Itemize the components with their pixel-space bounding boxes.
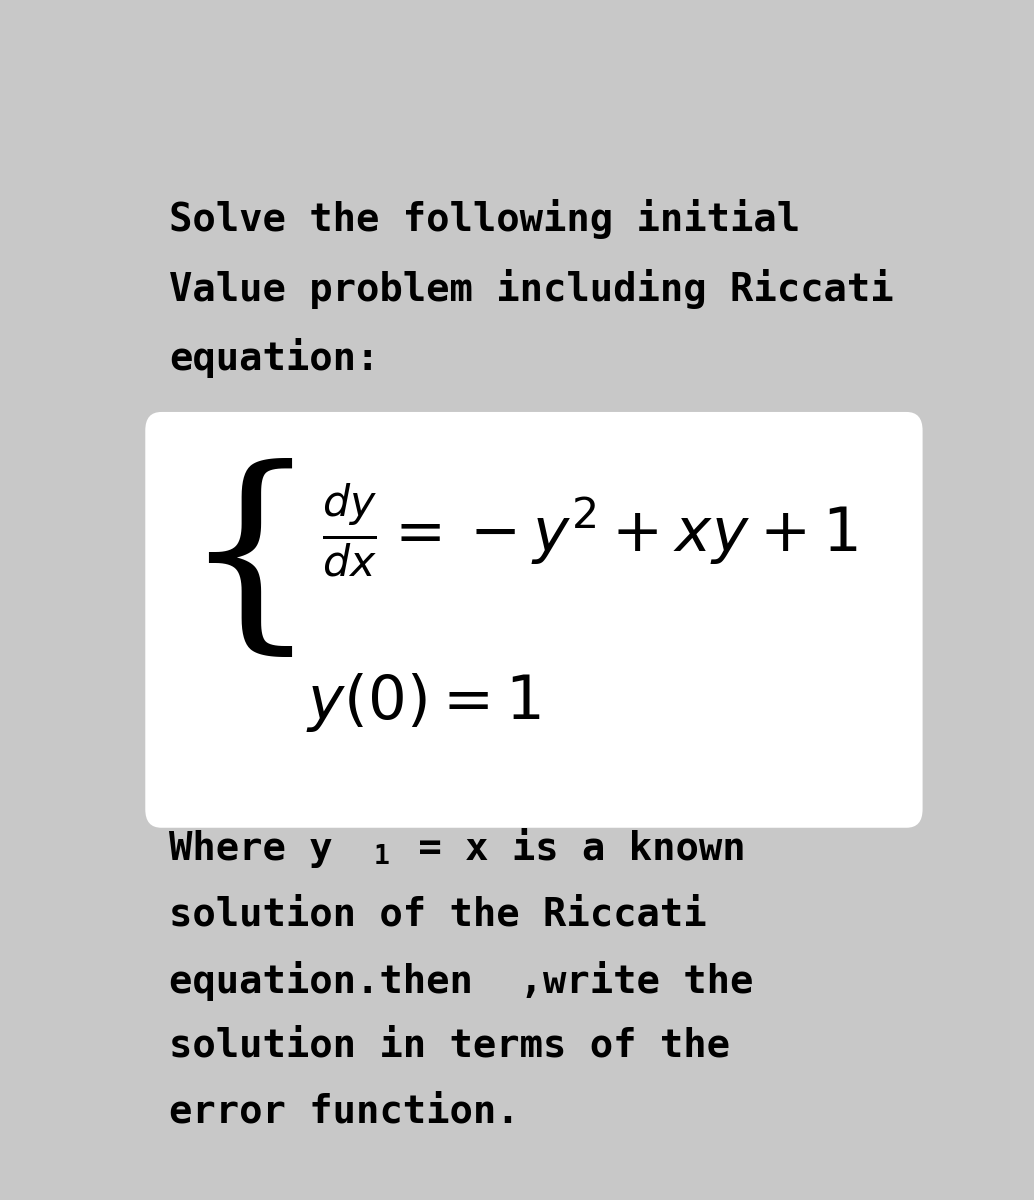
Text: $\frac{dy}{dx} = -y^2 + xy + 1$: $\frac{dy}{dx} = -y^2 + xy + 1$ [322,481,857,580]
Text: {: { [181,458,318,667]
Text: equation.then  ,write the: equation.then ,write the [170,961,754,1001]
Text: Value problem including Riccati: Value problem including Riccati [170,269,894,308]
Text: error function.: error function. [170,1092,520,1130]
Text: $y(0) = 1$: $y(0) = 1$ [306,671,540,733]
Text: solution in terms of the: solution in terms of the [170,1026,730,1064]
Text: equation:: equation: [170,338,379,378]
Text: 1: 1 [373,845,390,870]
Text: solution of the Riccati: solution of the Riccati [170,895,707,934]
FancyBboxPatch shape [145,412,922,828]
Text: Solve the following initial: Solve the following initial [170,199,800,240]
Text: = x is a known: = x is a known [395,829,746,868]
Text: Where y: Where y [170,829,333,868]
